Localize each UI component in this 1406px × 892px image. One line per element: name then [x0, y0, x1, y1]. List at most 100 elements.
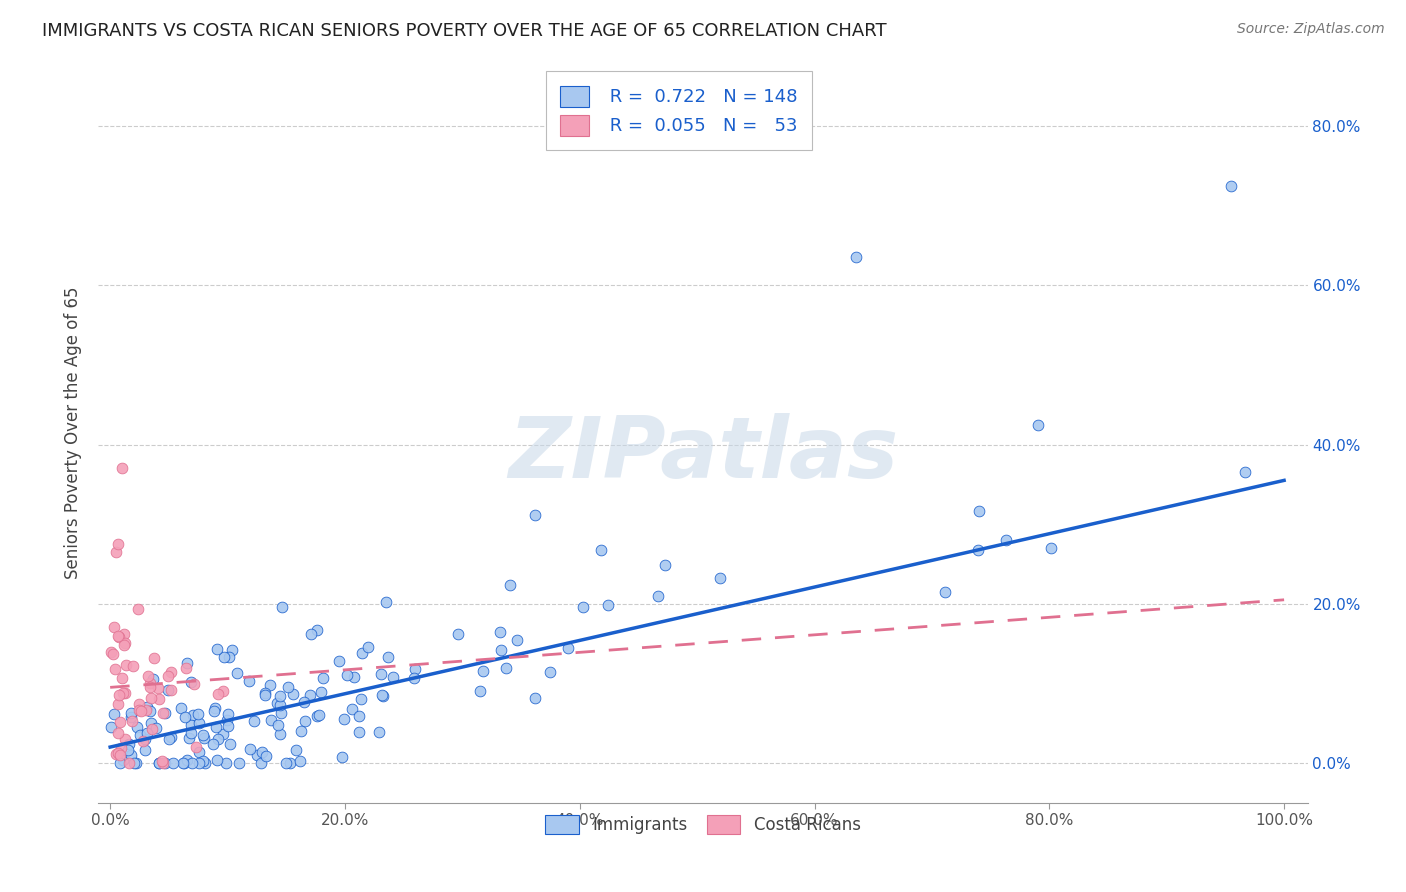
Point [489, 643, 512, 657]
Point [188, 756, 211, 770]
Point [254, 749, 277, 764]
Point [121, 714, 143, 729]
Point [382, 670, 405, 684]
Point [100, 645, 122, 659]
Point [271, 600, 294, 615]
Text: Source: ZipAtlas.com: Source: ZipAtlas.com [1237, 22, 1385, 37]
Point [312, 671, 335, 685]
Point [370, 667, 392, 681]
Point [115, 657, 138, 672]
Point [194, 756, 217, 770]
Point [118, 756, 141, 770]
Point [148, 692, 170, 706]
Point [146, 681, 169, 695]
Point [212, 650, 235, 665]
Point [103, 648, 125, 662]
Point [105, 545, 128, 559]
Point [135, 703, 157, 717]
Point [357, 640, 380, 655]
Point [160, 730, 183, 744]
Point [259, 678, 281, 692]
Point [252, 745, 274, 759]
Point [598, 598, 620, 612]
Point [1026, 417, 1049, 432]
Point [110, 741, 132, 756]
Point [180, 674, 202, 689]
Point [193, 731, 215, 746]
Point [148, 756, 170, 770]
Point [207, 753, 229, 767]
Point [347, 709, 370, 723]
Point [524, 691, 547, 706]
Point [170, 701, 193, 715]
Y-axis label: Seniors Poverty Over the Age of 65: Seniors Poverty Over the Age of 65 [65, 286, 83, 579]
Point [845, 251, 868, 265]
Point [157, 732, 180, 747]
Point [152, 706, 174, 720]
Point [495, 661, 517, 675]
Point [336, 668, 359, 682]
Point [523, 508, 546, 523]
Point [107, 725, 129, 739]
Point [217, 713, 239, 727]
Point [157, 683, 180, 698]
Point [107, 630, 129, 644]
Point [371, 689, 394, 703]
Point [266, 696, 288, 710]
Point [298, 688, 321, 702]
Point [218, 650, 240, 665]
Point [173, 710, 195, 724]
Point [202, 704, 225, 718]
Point [654, 558, 676, 573]
Point [128, 728, 150, 742]
Point [330, 750, 353, 764]
Point [114, 731, 136, 746]
Point [142, 651, 165, 665]
Point [107, 537, 129, 551]
Point [207, 641, 229, 656]
Point [160, 682, 183, 697]
Point [107, 697, 129, 711]
Point [243, 714, 266, 728]
Point [371, 689, 394, 703]
Point [112, 627, 135, 641]
Point [188, 745, 211, 759]
Point [139, 715, 162, 730]
Point [134, 732, 156, 747]
Point [217, 707, 239, 722]
Point [212, 683, 235, 698]
Point [181, 756, 204, 770]
Point [139, 680, 162, 694]
Point [239, 742, 262, 756]
Point [1234, 465, 1257, 479]
Point [557, 641, 579, 656]
Point [159, 665, 181, 679]
Point [108, 756, 131, 770]
Point [1039, 541, 1062, 555]
Point [114, 636, 136, 650]
Point [278, 756, 301, 770]
Point [274, 756, 297, 770]
Point [173, 756, 195, 770]
Point [181, 708, 204, 723]
Point [180, 718, 202, 732]
Point [1220, 178, 1243, 193]
Point [217, 719, 239, 733]
Point [967, 504, 990, 518]
Point [347, 725, 370, 739]
Point [333, 712, 356, 726]
Point [114, 686, 136, 700]
Point [176, 656, 198, 670]
Point [128, 702, 150, 716]
Point [328, 654, 350, 668]
Point [709, 571, 731, 585]
Point [141, 690, 163, 705]
Point [111, 686, 134, 700]
Point [184, 739, 207, 754]
Point [285, 742, 308, 756]
Legend: Immigrants, Costa Ricans: Immigrants, Costa Ricans [537, 806, 869, 843]
Point [375, 595, 398, 609]
Point [191, 754, 214, 768]
Point [269, 698, 291, 713]
Point [238, 673, 260, 688]
